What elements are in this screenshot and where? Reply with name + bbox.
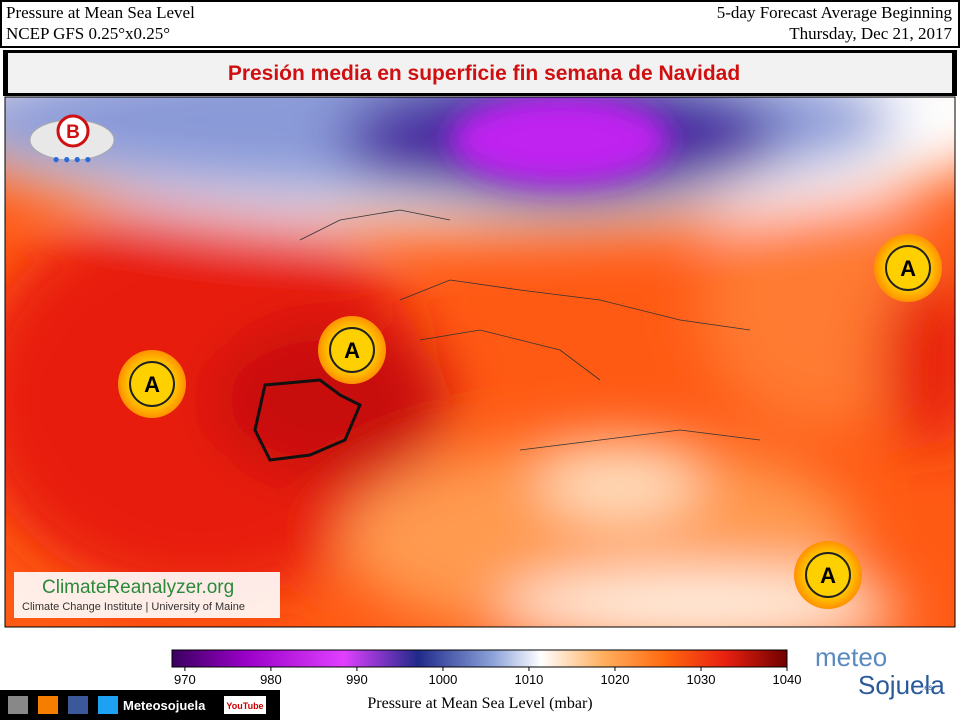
icon: [8, 696, 28, 714]
header-box: [0, 0, 960, 48]
header-title: Pressure at Mean Sea Level: [6, 3, 195, 22]
symbol-label: A: [144, 372, 160, 397]
high-symbol: A: [794, 541, 862, 609]
colorbar-tick-label: 970: [174, 672, 196, 687]
rain: ● ● ● ●: [53, 152, 92, 166]
credit-name: ClimateReanalyzer.org: [42, 577, 234, 598]
symbol-label: A: [820, 563, 836, 588]
high-symbol: A: [318, 316, 386, 384]
high-symbol: A: [874, 234, 942, 302]
symbol-label: B: [66, 122, 80, 143]
header-subtitle: NCEP GFS 0.25°x0.25°: [6, 24, 170, 43]
colorbar-tick-label: 980: [260, 672, 282, 687]
banner-title: Presión media en superficie fin semana d…: [228, 62, 740, 85]
credit-box: [14, 572, 280, 618]
colorbar-label: Pressure at Mean Sea Level (mbar): [367, 695, 592, 712]
colorbar-tick-label: 1040: [773, 672, 802, 687]
banner: [8, 53, 952, 93]
header-date: Thursday, Dec 21, 2017: [789, 24, 952, 43]
icon: [38, 696, 58, 714]
brand-suffix: .es: [922, 683, 933, 692]
colorbar-tick-label: 1010: [514, 672, 543, 687]
credit-institution: Climate Change Institute | University of…: [22, 601, 245, 613]
icon: [98, 696, 118, 714]
colorbar-tick-label: 1020: [601, 672, 630, 687]
symbol-label: A: [900, 256, 916, 281]
colorbar: [171, 649, 788, 668]
colorbar-tick-label: 1000: [428, 672, 457, 687]
symbol-label: A: [344, 338, 360, 363]
social-handle: Meteosojuela: [123, 698, 206, 713]
icon: [68, 696, 88, 714]
map-frame: [4, 96, 956, 628]
youtube-badge: [224, 696, 266, 714]
header-title-right: 5-day Forecast Average Beginning: [717, 3, 953, 22]
brand-bottom: Sojuela: [858, 670, 945, 700]
colorbar-tick-label: 990: [346, 672, 368, 687]
youtube-text: YouTube: [226, 701, 263, 711]
low-symbol: B ● ● ● ●: [29, 114, 115, 166]
high-symbol: A: [118, 350, 186, 418]
brand-top: meteo: [815, 642, 887, 672]
colorbar-tick-label: 1030: [687, 672, 716, 687]
